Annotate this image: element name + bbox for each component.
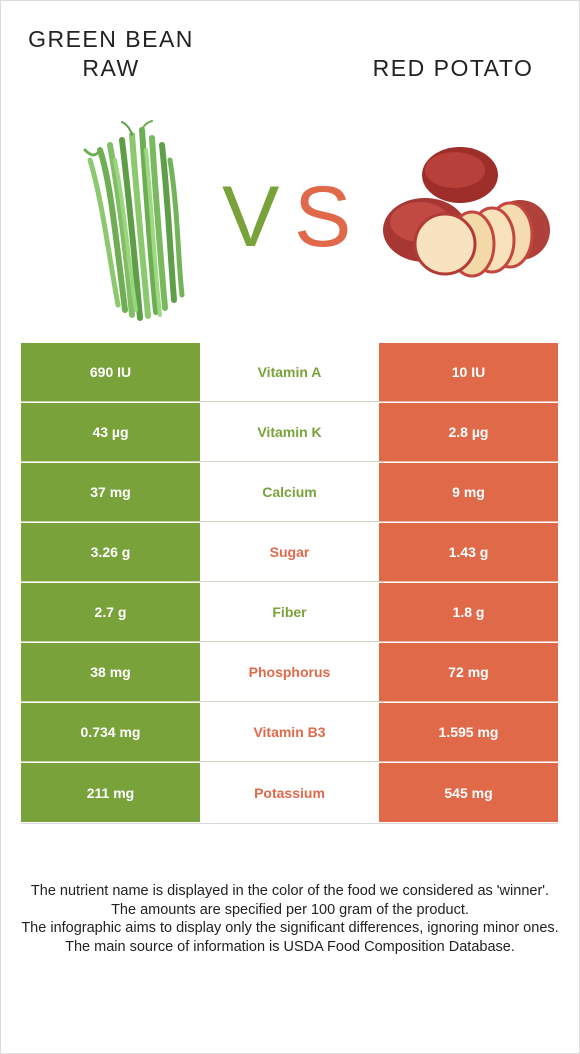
footnote-line: The nutrient name is displayed in the co…	[30, 883, 550, 899]
green-bean-image	[83, 120, 185, 321]
red-potato-image	[383, 147, 550, 278]
nutrient-name-cell: Vitamin A	[200, 343, 379, 402]
left-value-cell: 43 µg	[21, 403, 200, 462]
right-value-cell: 10 IU	[379, 343, 558, 402]
right-food-title: RED POTATO	[372, 55, 534, 81]
left-food-title-line1: GREEN BEAN	[28, 26, 194, 52]
table-row: 0.734 mg Vitamin B3 1.595 mg	[21, 703, 558, 763]
footnote: The nutrient name is displayed in the co…	[20, 882, 560, 956]
left-value-cell: 2.7 g	[21, 583, 200, 642]
comparison-table: 690 IU Vitamin A 10 IU 43 µg Vitamin K 2…	[21, 343, 558, 822]
table-row: 37 mg Calcium 9 mg	[21, 463, 558, 523]
table-row: 43 µg Vitamin K 2.8 µg	[21, 403, 558, 463]
table-divider	[21, 823, 558, 824]
table-row: 690 IU Vitamin A 10 IU	[21, 343, 558, 403]
footnote-line: The amounts are specified per 100 gram o…	[111, 901, 469, 918]
left-value-cell: 0.734 mg	[21, 703, 200, 762]
table-row: 2.7 g Fiber 1.8 g	[21, 583, 558, 643]
left-food-title-line2: RAW	[82, 55, 140, 81]
table-row: 3.26 g Sugar 1.43 g	[21, 523, 558, 583]
left-food-title: GREEN BEAN RAW	[20, 25, 202, 83]
table-row: 38 mg Phosphorus 72 mg	[21, 643, 558, 703]
right-value-cell: 9 mg	[379, 463, 558, 522]
right-value-cell: 2.8 µg	[379, 403, 558, 462]
right-value-cell: 1.595 mg	[379, 703, 558, 762]
vs-letter-v: V	[222, 169, 280, 265]
right-value-cell: 72 mg	[379, 643, 558, 702]
nutrient-name-cell: Fiber	[200, 583, 379, 642]
nutrient-name-cell: Sugar	[200, 523, 379, 582]
nutrient-name-cell: Vitamin B3	[200, 703, 379, 762]
nutrient-name-cell: Vitamin K	[200, 403, 379, 462]
vs-letter-s: S	[294, 169, 352, 265]
right-value-cell: 1.43 g	[379, 523, 558, 582]
nutrient-name-cell: Potassium	[200, 763, 379, 822]
left-value-cell: 38 mg	[21, 643, 200, 702]
nutrient-name-cell: Calcium	[200, 463, 379, 522]
left-value-cell: 37 mg	[21, 463, 200, 522]
left-value-cell: 690 IU	[21, 343, 200, 402]
table-row: 211 mg Potassium 545 mg	[21, 763, 558, 822]
footnote-line: The infographic aims to display only the…	[21, 920, 559, 936]
left-value-cell: 211 mg	[21, 763, 200, 822]
right-value-cell: 545 mg	[379, 763, 558, 822]
left-value-cell: 3.26 g	[21, 523, 200, 582]
nutrient-name-cell: Phosphorus	[200, 643, 379, 702]
footnote-line: The main source of information is USDA F…	[65, 938, 515, 955]
right-value-cell: 1.8 g	[379, 583, 558, 642]
